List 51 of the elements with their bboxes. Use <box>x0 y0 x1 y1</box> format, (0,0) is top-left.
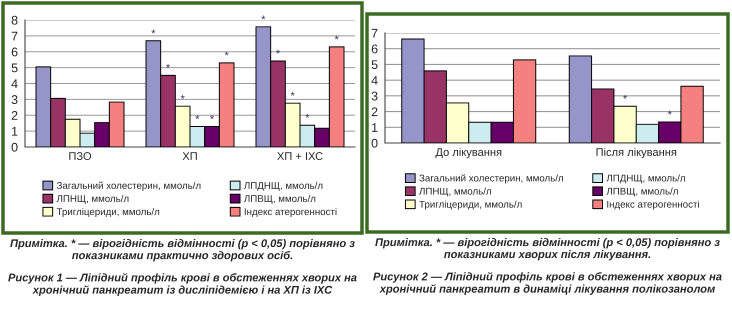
y-tick-label: 6 <box>12 48 18 56</box>
y-tick-label: 2 <box>372 107 378 116</box>
legend-label: Індекс атерогенності <box>244 208 336 218</box>
legend-label: Тригліцериди, ммоль/л <box>56 208 160 218</box>
x-tick-label: Після лікування <box>596 148 676 158</box>
text: Рисунок 2 — Ліпідний профіль крові в обстеженнях хворих на хронічний панкреатит в динаміці лікування полікозанолом <box>373 272 722 295</box>
x-tick-label: ХП + ІХС <box>277 152 323 160</box>
legend-label: ЛПДНЩ, ммоль/л <box>244 182 322 191</box>
data-label: * <box>305 114 310 118</box>
x-tick-label: ХП <box>182 152 197 160</box>
y-tick-label: 1 <box>12 127 18 136</box>
data-label: * <box>180 94 185 99</box>
data-label: * <box>166 64 170 68</box>
data-label: * <box>668 110 672 115</box>
y-tick-label: 6 <box>372 44 378 54</box>
legend-label: ЛПНЩ, ммоль/л <box>419 187 491 196</box>
data-label: * <box>261 15 266 20</box>
data-label: * <box>195 115 200 120</box>
x-tick-label: ПЗО <box>69 152 92 160</box>
data-label: * <box>224 52 229 56</box>
y-tick-label: 4 <box>371 76 378 85</box>
y-tick-label: 8 <box>12 16 18 25</box>
y-tick-label: 4 <box>11 79 18 88</box>
text: Рисунок 1 — Ліпідний профіль крові в обстеженнях хворих на хронічний панкреатит із дисліпідемією і на ХП із ІХС <box>8 273 357 296</box>
y-tick-label: 0 <box>12 142 18 152</box>
y-tick-label: 0 <box>372 138 378 148</box>
data-label: * <box>151 29 156 34</box>
legend-label: Тригліцериди, ммоль/л <box>419 200 522 210</box>
legend-label: Індекс атерогенності <box>607 200 699 210</box>
data-label: * <box>210 115 214 120</box>
legend-label: ЛПВЩ, ммоль/л <box>244 194 316 204</box>
y-tick-label: 7 <box>12 32 18 40</box>
y-tick-label: 5 <box>12 64 18 72</box>
legend-label: ЛПДНЩ, ммоль/л <box>606 174 685 184</box>
text: Примітка. * — вірогідність відмінності (p < 0,05) порівняно з показниками практично здорових осіб. <box>10 239 355 262</box>
y-tick-label: 2 <box>12 111 18 120</box>
legend-label: Загальний холестерин, ммоль/л <box>419 174 563 184</box>
y-tick-label: 3 <box>12 95 18 104</box>
text: Примітка. * — вірогідність відмінності (p < 0,05) порівняно з показниками хворих після лікування. <box>375 238 720 260</box>
y-tick-label: 3 <box>372 92 378 101</box>
legend-label: ЛПНЩ, ммоль/л <box>56 194 128 204</box>
y-tick-label: 1 <box>372 123 378 132</box>
data-label: * <box>276 50 280 54</box>
legend-label: ЛПВЩ, ммоль/л <box>606 187 678 196</box>
data-label: * <box>290 92 295 96</box>
legend-label: Загальний холестерин, ммоль/л <box>56 182 200 191</box>
data-label: * <box>334 35 339 40</box>
y-tick-label: 5 <box>372 60 378 70</box>
data-label: * <box>623 94 628 99</box>
x-tick-label: До лікування <box>436 148 502 158</box>
y-tick-label: 7 <box>372 28 378 38</box>
